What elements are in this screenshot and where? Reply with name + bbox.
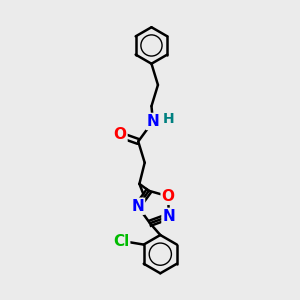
Text: N: N (147, 114, 159, 129)
Text: N: N (131, 199, 144, 214)
Text: O: O (162, 189, 175, 204)
Text: N: N (163, 209, 175, 224)
Text: Cl: Cl (113, 234, 129, 249)
Text: H: H (162, 112, 174, 126)
Text: O: O (113, 128, 127, 142)
